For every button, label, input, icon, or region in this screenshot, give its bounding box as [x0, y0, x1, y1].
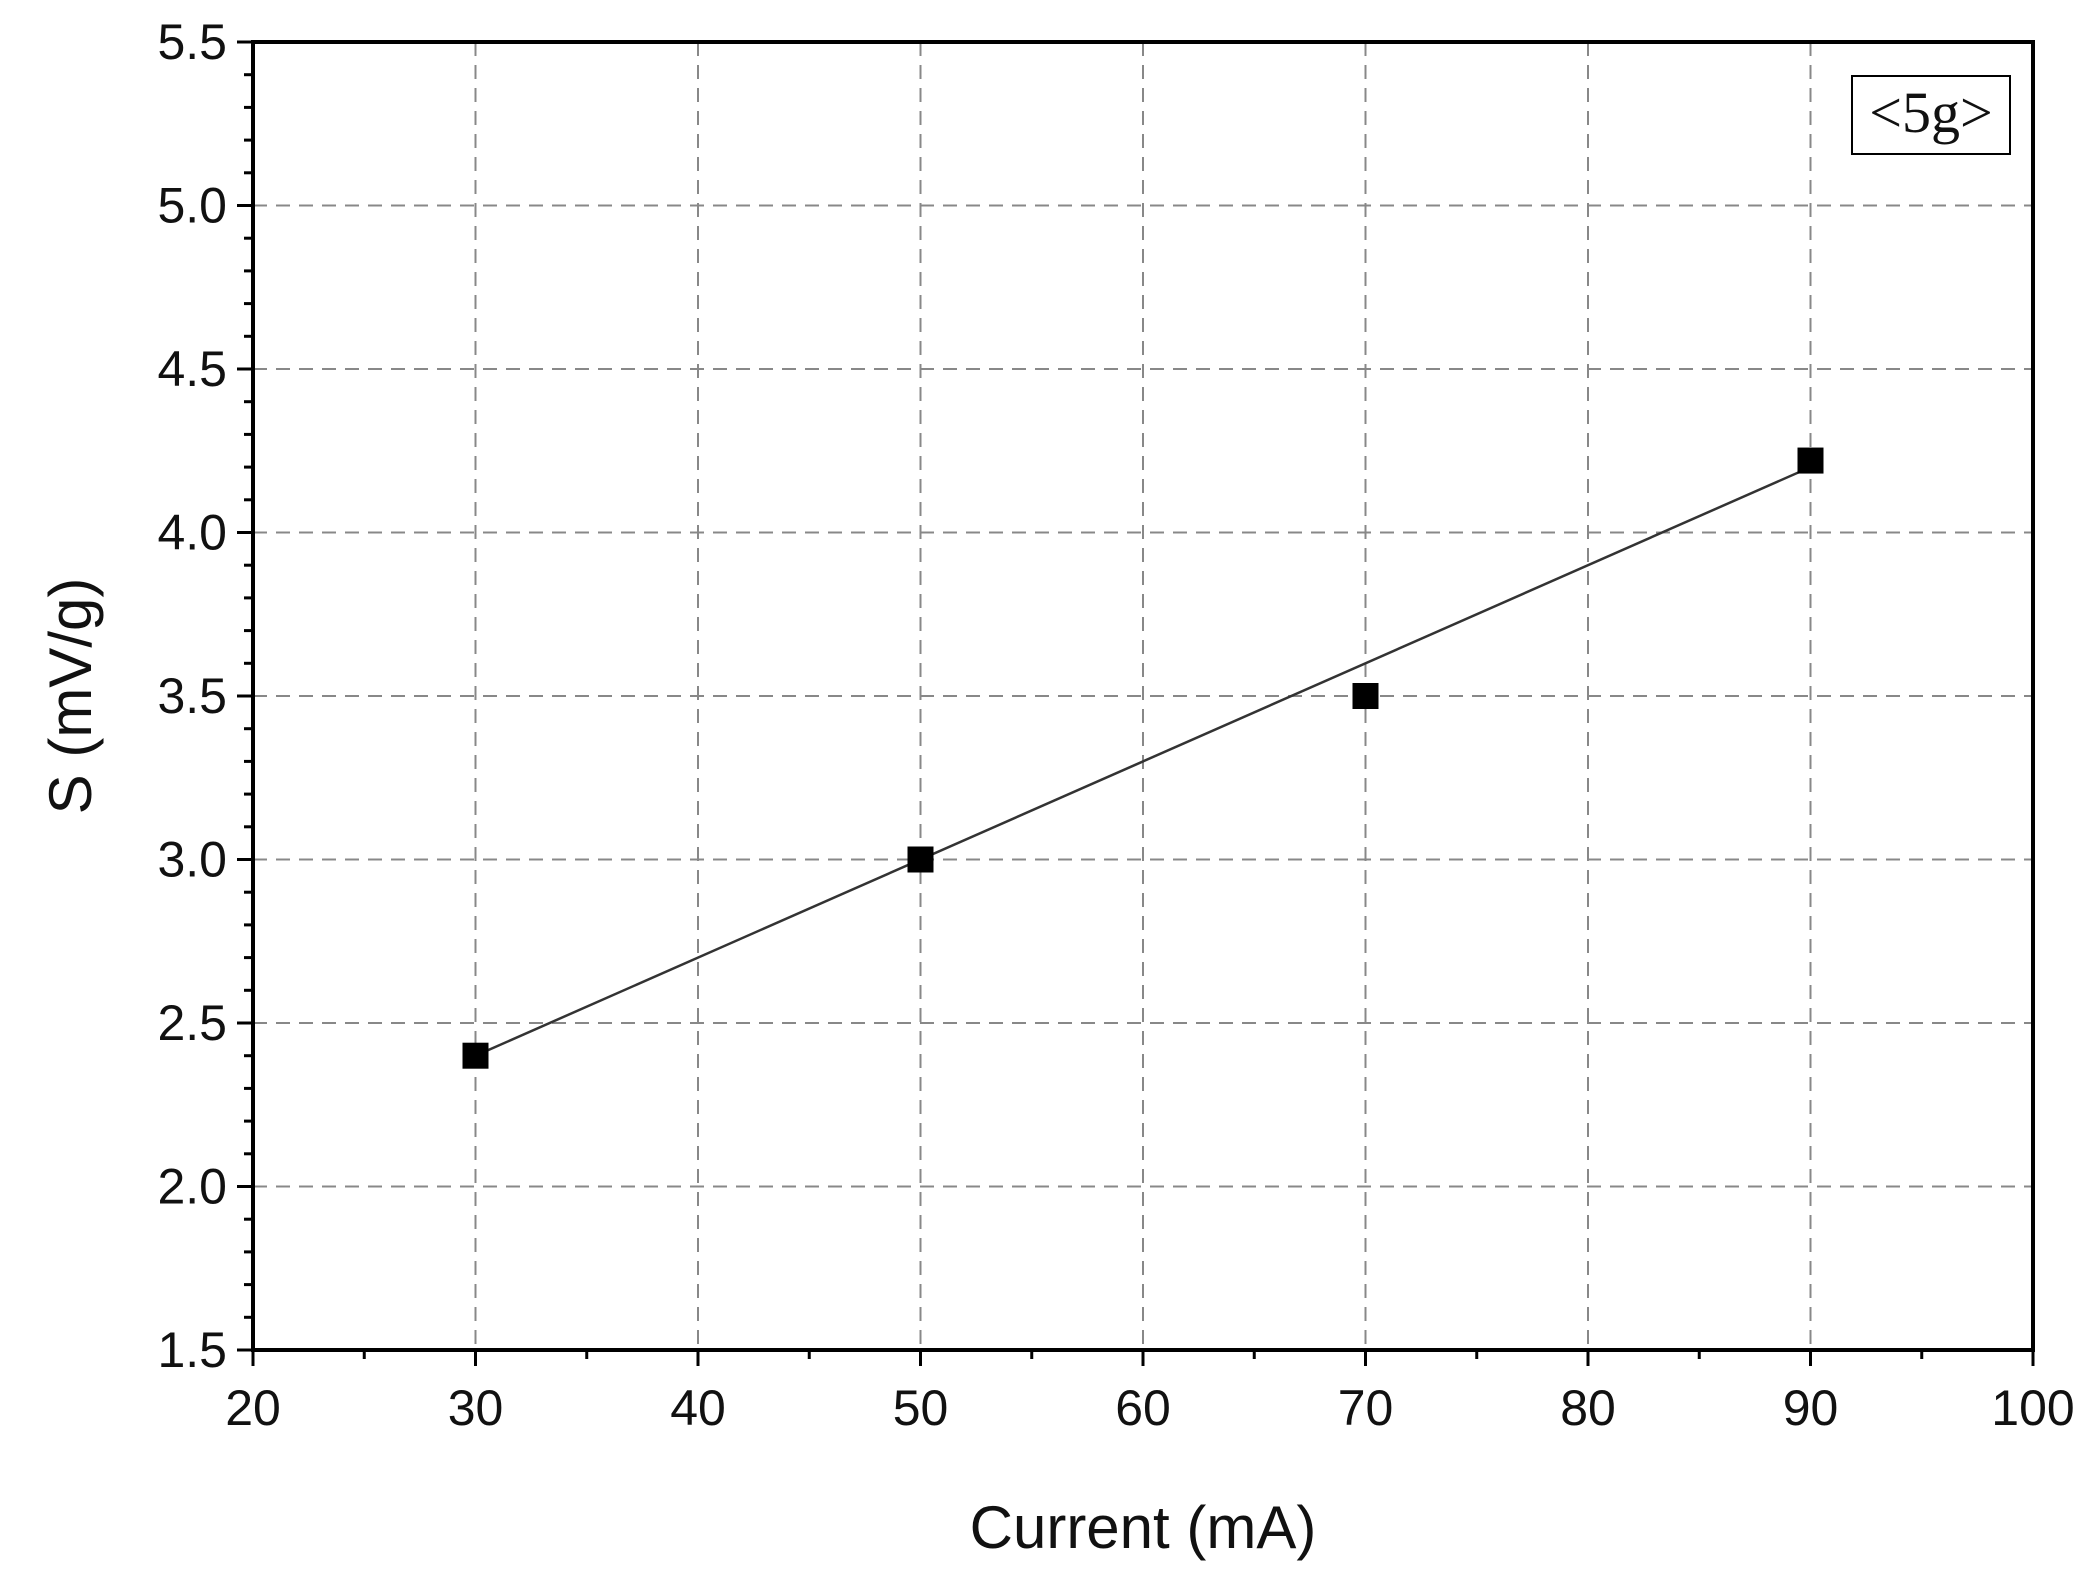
x-tick-label: 40: [670, 1380, 726, 1436]
x-axis-title: Current (mA): [970, 1494, 1317, 1561]
x-tick-labels: 20 30 40 50 60 70 80 90 100: [225, 1380, 2075, 1436]
x-tick-label: 100: [1991, 1380, 2074, 1436]
legend-box: [1851, 75, 2011, 155]
data-point: [907, 846, 934, 873]
legend: <5g>: [1851, 75, 2011, 155]
x-tick-label: 50: [893, 1380, 949, 1436]
y-axis-title: S (mV/g): [37, 578, 104, 815]
y-tick-label: 4.0: [157, 505, 227, 561]
legend-label: <5g>: [1869, 80, 1992, 145]
x-tick-label: 60: [1115, 1380, 1171, 1436]
y-tick-label: 3.5: [157, 668, 227, 724]
axis-ticks: [237, 40, 2035, 1366]
x-tick-label: 20: [225, 1380, 281, 1436]
y-tick-label: 3.0: [157, 832, 227, 888]
x-tick-label: 70: [1338, 1380, 1394, 1436]
y-tick-label: 5.0: [157, 178, 227, 234]
data-point: [462, 1042, 489, 1069]
grid: [253, 42, 2033, 1350]
x-tick-label: 80: [1560, 1380, 1616, 1436]
data-point: [1352, 683, 1379, 709]
x-tick-label: 30: [448, 1380, 504, 1436]
data-point: [1797, 447, 1824, 474]
y-tick-labels: 1.5 2.0 2.5 3.0 3.5 4.0 4.5 5.0 5.5: [157, 14, 227, 1378]
y-tick-label: 4.5: [157, 341, 227, 397]
x-tick-label: 90: [1783, 1380, 1839, 1436]
data-points: [462, 447, 1824, 1069]
y-tick-label: 1.5: [157, 1322, 227, 1378]
fit-line: [474, 465, 1812, 1057]
y-tick-label: 2.0: [157, 1159, 227, 1215]
y-tick-label: 2.5: [157, 995, 227, 1051]
y-tick-label: 5.5: [157, 14, 227, 70]
